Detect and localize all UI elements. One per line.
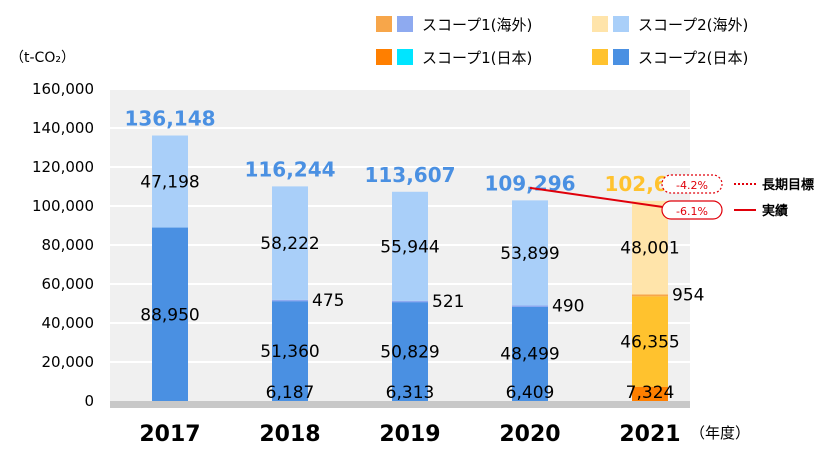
bar-segment: [392, 301, 428, 401]
data-label: 53,899: [500, 244, 559, 264]
data-label: 490: [552, 296, 584, 316]
legend-label: スコープ1(日本): [422, 49, 532, 67]
legend-swatch: [592, 16, 608, 32]
data-label: 521: [432, 292, 464, 312]
data-label: 51,360: [260, 342, 319, 362]
y-tick-label: 60,000: [42, 275, 95, 293]
data-label: 6,313: [386, 383, 435, 403]
annotation-badge: [661, 174, 723, 194]
bar-segment: [392, 300, 428, 303]
total-label: 116,244: [244, 157, 335, 181]
x-tick-label: 2018: [259, 422, 320, 447]
bar-segment: [272, 300, 308, 401]
bar-segment: [512, 305, 548, 307]
bar-segment: [272, 299, 308, 302]
bar-segment: [152, 227, 188, 401]
data-label: 50,829: [380, 342, 439, 362]
legend-swatch: [613, 16, 629, 32]
bar-segment: [632, 200, 668, 295]
unit-label: （t-CO₂）: [10, 50, 75, 66]
x-tick-label: 2017: [139, 422, 200, 447]
data-label: 48,001: [620, 239, 679, 259]
legend-swatch: [613, 49, 629, 65]
legend-swatch: [376, 16, 392, 32]
x-axis-band: [110, 401, 690, 408]
x-tick-label: 2020: [499, 422, 560, 447]
legend-label: スコープ2(海外): [638, 16, 748, 34]
bar-segment: [272, 186, 308, 300]
y-tick-label: 80,000: [42, 236, 95, 254]
y-tick-label: 160,000: [32, 80, 94, 98]
data-label: 48,499: [500, 345, 559, 365]
legend-label: スコープ2(日本): [638, 49, 748, 67]
y-tick-label: 140,000: [32, 119, 94, 137]
x-tick-label: 2019: [379, 422, 440, 447]
y-tick-label: 0: [84, 392, 94, 410]
data-label: 475: [312, 291, 344, 311]
x-axis-suffix: （年度）: [690, 424, 750, 442]
x-tick-label: 2021: [619, 422, 680, 447]
annotation-label: 実績: [762, 203, 788, 219]
bar-segment: [392, 191, 428, 301]
bar-segment: [512, 200, 548, 306]
data-label: 47,198: [140, 173, 199, 193]
legend-swatch: [397, 49, 413, 65]
total-label: 113,607: [364, 163, 455, 187]
data-label: 6,409: [506, 383, 555, 403]
data-label: 58,222: [260, 234, 319, 254]
annotation-label: 長期目標: [762, 177, 814, 193]
trend-line: [529, 186, 663, 208]
annotation-badge-text: -4.2%: [676, 179, 708, 192]
data-label: 88,950: [140, 305, 199, 325]
bar-segment: [632, 296, 668, 387]
y-tick-label: 20,000: [42, 353, 95, 371]
legend-swatch: [397, 16, 413, 32]
bar-segment: [512, 306, 548, 401]
data-label: 7,324: [626, 383, 675, 403]
total-label: 136,148: [124, 107, 215, 131]
legend-swatch: [376, 49, 392, 65]
y-tick-label: 100,000: [32, 197, 94, 215]
y-tick-label: 40,000: [42, 314, 95, 332]
y-tick-label: 120,000: [32, 158, 94, 176]
data-label: 46,355: [620, 333, 679, 353]
bar-segment: [152, 135, 188, 228]
data-label: 6,187: [266, 383, 315, 403]
bar-segment: [632, 386, 668, 401]
legend-label: スコープ1(海外): [422, 16, 532, 34]
legend-swatch: [592, 49, 608, 65]
data-label: 954: [672, 285, 704, 305]
annotation-badge-text: -6.1%: [676, 205, 708, 218]
data-label: 55,944: [380, 237, 439, 257]
annotation-badge: [661, 200, 723, 220]
bar-segment: [632, 294, 668, 297]
